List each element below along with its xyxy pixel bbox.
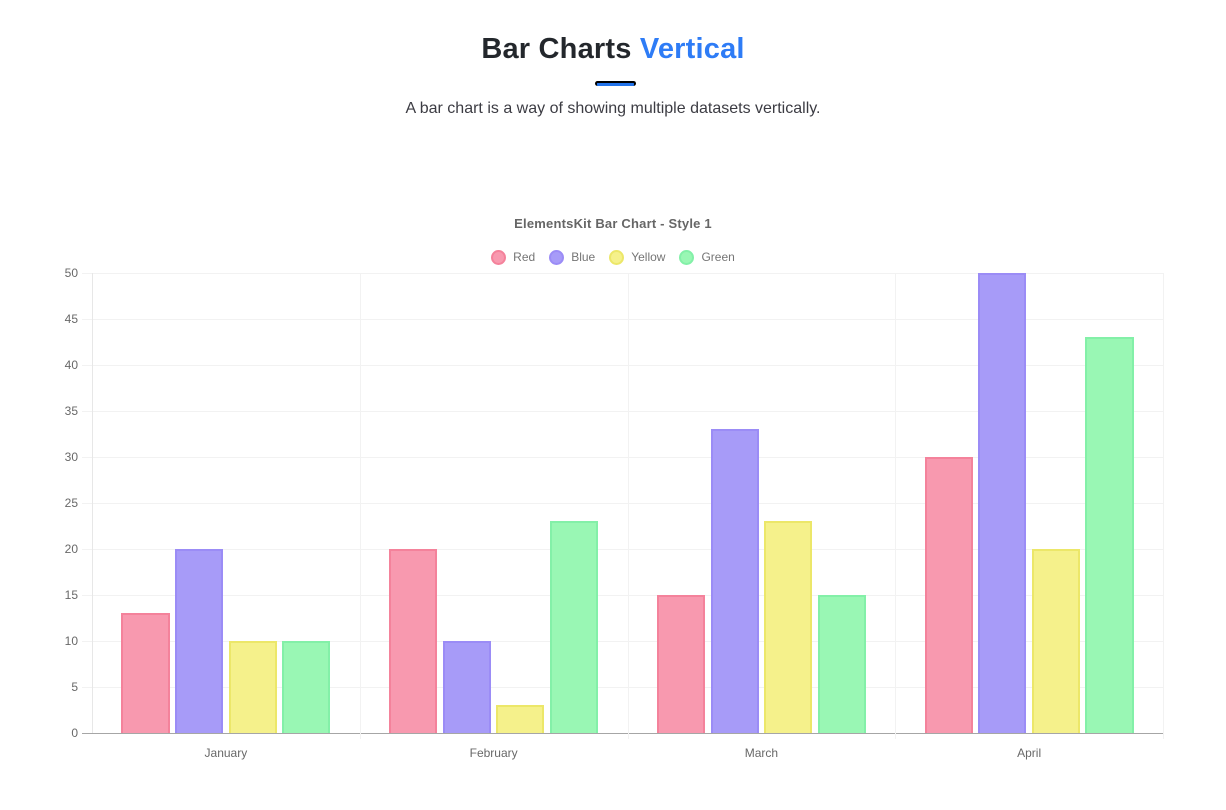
- legend-swatch-icon: [549, 249, 565, 265]
- legend-swatch-icon: [609, 249, 625, 265]
- legend-swatch-icon: [679, 249, 695, 265]
- x-tick-label: January: [204, 746, 248, 760]
- page-header: Bar Charts Vertical A bar chart is a way…: [0, 0, 1226, 118]
- y-tick-label: 15: [64, 588, 78, 602]
- gridline-y: [82, 319, 1163, 320]
- bar-yellow-march[interactable]: [764, 521, 813, 733]
- gridline-y: [82, 503, 1163, 504]
- y-tick-label: 35: [64, 404, 78, 418]
- gridline-y: [82, 595, 1163, 596]
- bar-red-march[interactable]: [656, 595, 706, 733]
- bar-red-april[interactable]: [924, 457, 973, 733]
- y-tick-label: 0: [71, 726, 78, 740]
- gridline-y: [82, 733, 1163, 734]
- legend-item-yellow[interactable]: Yellow: [609, 249, 666, 265]
- bar-green-january[interactable]: [282, 641, 331, 733]
- page-subtitle: A bar chart is a way of showing multiple…: [405, 99, 821, 117]
- gridline-y: [82, 641, 1163, 642]
- title-divider: [0, 81, 1226, 87]
- divider-line: [594, 81, 636, 87]
- legend-item-blue[interactable]: Blue: [549, 249, 596, 265]
- page-title-accent: Vertical: [639, 33, 745, 65]
- chart-legend: Red Blue Yellow Green: [0, 248, 1226, 266]
- y-tick-label: 30: [64, 450, 78, 464]
- bar-chart: ElementsKit Bar Chart - Style 1 Red Blue Y…: [0, 200, 1226, 780]
- gridline-x: [895, 273, 897, 739]
- y-tick-label: 45: [64, 312, 78, 326]
- chart-title: ElementsKit Bar Chart - Style 1: [514, 216, 712, 231]
- page-title-space: [632, 33, 640, 65]
- x-tick-label: March: [744, 746, 779, 760]
- gridline-y: [82, 411, 1163, 412]
- y-tick-label: 40: [64, 358, 78, 372]
- y-tick-label: 10: [64, 634, 78, 648]
- page-title-main: Bar Charts: [481, 33, 632, 65]
- bar-blue-january[interactable]: [175, 549, 224, 733]
- bar-yellow-february[interactable]: [496, 705, 545, 733]
- legend-item-red[interactable]: Red: [491, 249, 536, 265]
- bar-blue-april[interactable]: [978, 273, 1027, 733]
- y-tick-label: 50: [64, 266, 78, 280]
- bar-yellow-january[interactable]: [228, 641, 277, 733]
- bar-blue-february[interactable]: [442, 641, 491, 733]
- bar-green-february[interactable]: [549, 521, 599, 733]
- legend-item-green[interactable]: Green: [679, 249, 735, 265]
- gridline-x: [359, 273, 361, 739]
- gridline-y: [82, 687, 1163, 688]
- gridline-x: [1163, 273, 1164, 739]
- bar-red-january[interactable]: [121, 613, 170, 733]
- gridline-x: [627, 273, 629, 739]
- y-tick-label: 25: [64, 496, 78, 510]
- gridline-y: [82, 549, 1163, 550]
- gridline-y: [82, 457, 1163, 458]
- x-tick-label: February: [469, 746, 518, 760]
- gridline-y: [82, 365, 1163, 366]
- bar-green-march[interactable]: [817, 595, 866, 733]
- bar-yellow-april[interactable]: [1031, 549, 1080, 733]
- x-tick-label: April: [1017, 746, 1042, 760]
- y-axis-line: [92, 273, 93, 733]
- legend-label: Green: [701, 250, 735, 264]
- legend-swatch-icon: [491, 249, 507, 265]
- bar-blue-march[interactable]: [710, 429, 759, 733]
- y-tick-label: 20: [64, 542, 78, 556]
- bar-green-april[interactable]: [1085, 337, 1134, 733]
- legend-label: Red: [513, 250, 536, 264]
- gridline-y: [82, 273, 1163, 274]
- legend-label: Blue: [571, 250, 596, 264]
- y-tick-label: 5: [71, 680, 78, 694]
- page-title: Bar Charts Vertical: [0, 33, 1226, 66]
- legend-label: Yellow: [631, 250, 666, 264]
- bar-red-february[interactable]: [389, 549, 438, 733]
